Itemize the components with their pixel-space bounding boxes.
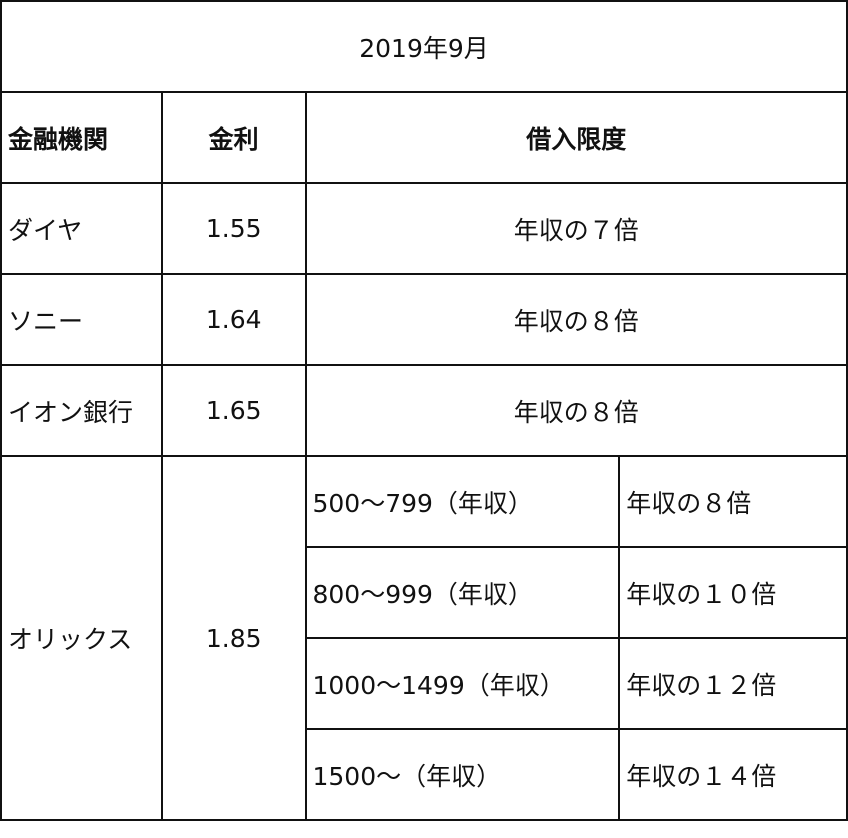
table-row: ソニー 1.64 年収の８倍 <box>0 273 848 366</box>
limit: 年収の８倍 <box>304 273 848 366</box>
rate: 1.64 <box>160 273 307 366</box>
limit: 年収の１２倍 <box>618 637 848 730</box>
rate: 1.85 <box>160 455 307 821</box>
table-row: ダイヤ 1.55 年収の７倍 <box>0 182 848 275</box>
header-row: 金融機関 金利 借入限度 <box>0 91 848 184</box>
table-title: 2019年9月 <box>0 0 848 93</box>
income-range: 1000～1499（年収） <box>304 637 621 730</box>
bank-name: イオン銀行 <box>0 364 163 457</box>
header-bank: 金融機関 <box>0 91 163 184</box>
rate: 1.65 <box>160 364 307 457</box>
table-row: オリックス 1.85 500～799（年収） 年収の８倍 <box>0 455 848 821</box>
table-row: 1000～1499（年収） 年収の１２倍 <box>1 637 848 730</box>
bank-name: ダイヤ <box>0 182 163 275</box>
table-row: イオン銀行 1.65 年収の８倍 <box>0 364 848 457</box>
limit: 年収の７倍 <box>304 182 848 275</box>
rate: 1.55 <box>160 182 307 275</box>
limit: 年収の８倍 <box>304 364 848 457</box>
bank-name: ソニー <box>0 273 163 366</box>
income-range: 1500～（年収） <box>304 728 621 821</box>
loan-comparison-table: 2019年9月 金融機関 金利 借入限度 ダイヤ 1.55 年収の７倍 ソニー … <box>0 0 848 821</box>
header-limit: 借入限度 <box>304 91 848 184</box>
table-row: 1500～（年収） 年収の１４倍 <box>1 728 848 821</box>
limit: 年収の１０倍 <box>618 546 848 639</box>
income-range: 800～999（年収） <box>304 546 621 639</box>
limit: 年収の１４倍 <box>618 728 848 821</box>
title-row: 2019年9月 <box>0 0 848 93</box>
table-row: 800～999（年収） 年収の１０倍 <box>1 546 848 639</box>
limit: 年収の８倍 <box>618 455 848 548</box>
header-rate: 金利 <box>160 91 307 184</box>
income-range: 500～799（年収） <box>304 455 621 548</box>
bank-name: オリックス <box>0 455 163 821</box>
